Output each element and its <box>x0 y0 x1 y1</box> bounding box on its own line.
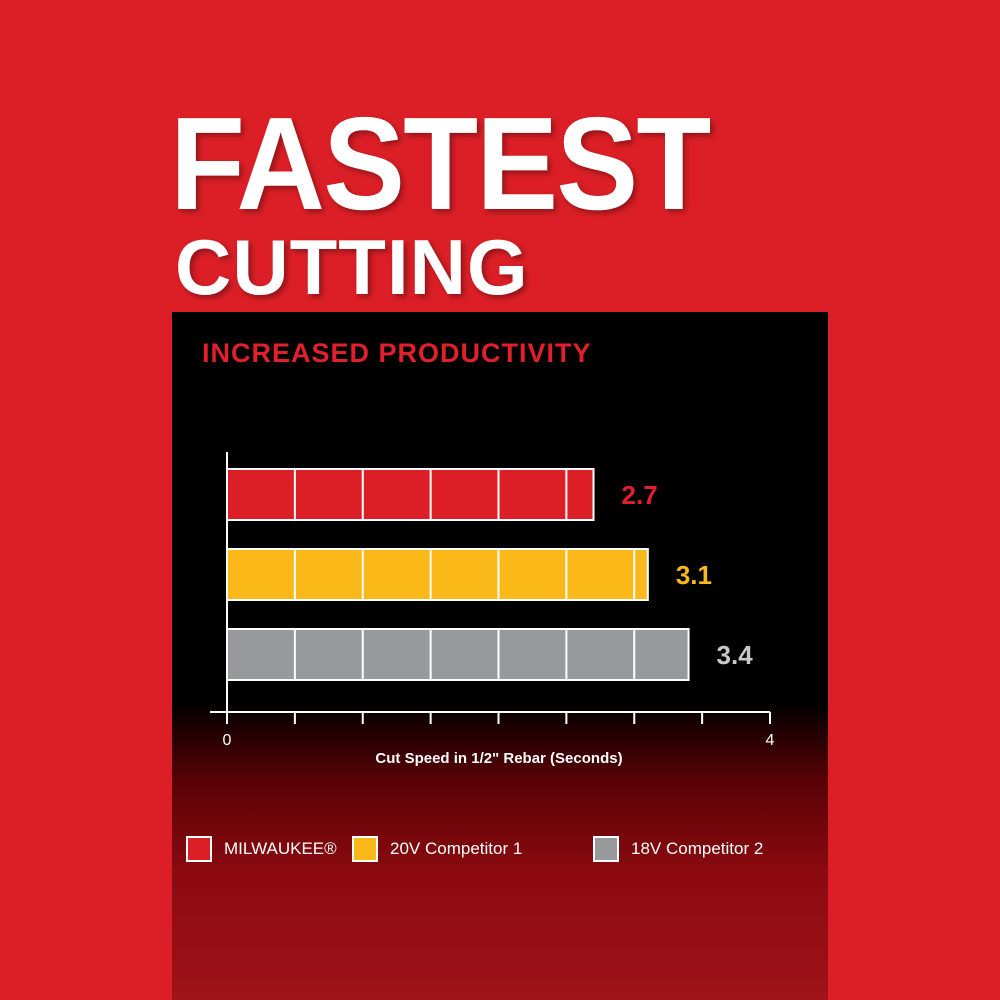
legend-item-competitor-1: 20V Competitor 1 <box>352 836 522 862</box>
chart-title: INCREASED PRODUCTIVITY <box>202 338 592 368</box>
bar-rect <box>226 628 690 681</box>
data-label: 3.4 <box>717 640 754 670</box>
legend-label: MILWAUKEE® <box>224 839 337 858</box>
legend-swatch <box>186 836 212 862</box>
x-axis-label: Cut Speed in 1/2" Rebar (Seconds) <box>375 750 622 767</box>
bar-rect <box>226 468 595 521</box>
legend-item-milwaukee: MILWAUKEE® <box>186 836 337 862</box>
tick-label-0: 0 <box>223 732 232 749</box>
tick-label-4: 4 <box>766 732 775 749</box>
bar-2 <box>226 548 649 601</box>
bar-rect <box>226 548 649 601</box>
data-label: 2.7 <box>622 480 658 510</box>
data-label: 3.1 <box>676 560 712 590</box>
legend-label: 18V Competitor 2 <box>631 839 764 858</box>
legend-label: 20V Competitor 1 <box>390 839 523 858</box>
headline-fastest: FASTEST <box>170 90 711 237</box>
legend-swatch <box>593 836 619 862</box>
legend-swatch <box>352 836 378 862</box>
headline-cutting: CUTTING <box>175 223 529 311</box>
legend-item-competitor-2: 18V Competitor 2 <box>593 836 763 862</box>
bar-1 <box>226 468 595 521</box>
bar-3 <box>226 628 690 681</box>
